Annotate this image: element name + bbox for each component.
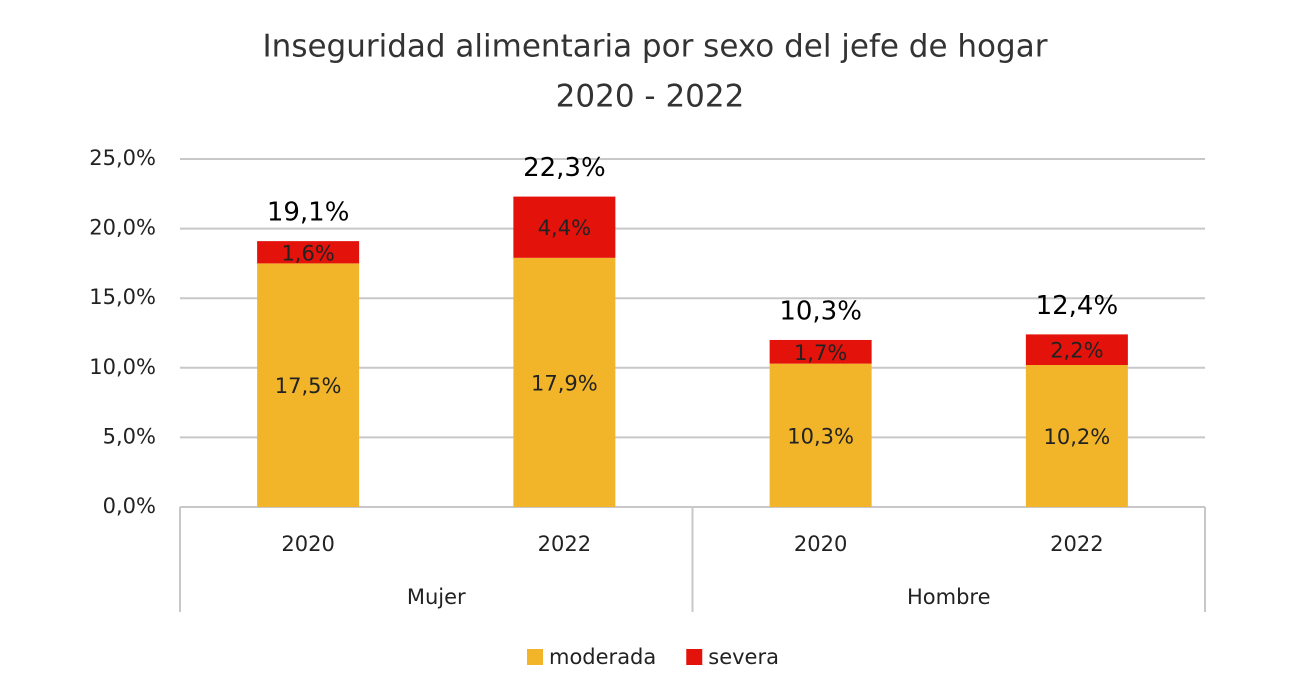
- bar-segment: [257, 241, 360, 264]
- legend-swatch: [686, 649, 703, 665]
- x-tick-label: 2020: [794, 532, 847, 556]
- segment-label: 10,3%: [787, 424, 854, 448]
- bar-segment: [1025, 334, 1128, 366]
- y-tick-label: 15,0%: [89, 285, 156, 309]
- bar-segment: [769, 363, 872, 507]
- bar-segment: [513, 257, 616, 507]
- x-tick-label: 2020: [281, 532, 334, 556]
- chart-title: Inseguridad alimentaria por sexo del jef…: [263, 29, 1048, 65]
- legend-label: severa: [708, 645, 779, 669]
- x-tick-label: 2022: [1050, 532, 1103, 556]
- group-label: Hombre: [907, 585, 991, 609]
- segment-label: 17,9%: [531, 371, 598, 395]
- y-tick-label: 5,0%: [103, 424, 156, 448]
- segment-label: 4,4%: [538, 216, 591, 240]
- legend-swatch: [527, 649, 543, 665]
- y-tick-label: 0,0%: [103, 494, 156, 518]
- segment-label: 17,5%: [275, 374, 342, 398]
- y-tick-label: 25,0%: [89, 146, 156, 170]
- total-label: 19,1%: [267, 198, 350, 228]
- segment-label: 10,2%: [1044, 425, 1111, 449]
- y-tick-label: 10,0%: [89, 355, 156, 379]
- legend-label: moderada: [549, 645, 656, 669]
- bar-segment: [513, 196, 616, 258]
- y-tick-label: 20,0%: [89, 216, 156, 240]
- bar-segment: [1025, 365, 1128, 507]
- group-label: Mujer: [407, 585, 466, 609]
- total-label: 10,3%: [779, 296, 862, 326]
- chart-subtitle: 2020 - 2022: [556, 79, 745, 115]
- total-label: 12,4%: [1036, 291, 1119, 321]
- total-label: 22,3%: [523, 153, 606, 183]
- segment-label: 1,7%: [794, 341, 847, 365]
- segment-label: 2,2%: [1050, 339, 1103, 363]
- bar-segment: [769, 339, 872, 364]
- x-tick-label: 2022: [538, 532, 591, 556]
- segment-label: 1,6%: [281, 241, 334, 265]
- bar-segment: [257, 263, 360, 507]
